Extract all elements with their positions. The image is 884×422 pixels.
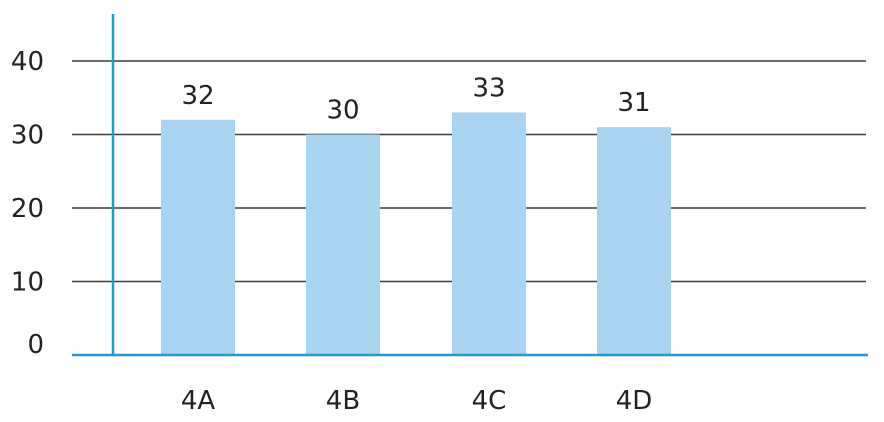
bar-layer (161, 112, 671, 356)
x-tick-label: 4D (616, 386, 653, 416)
x-tick-label: 4A (181, 386, 216, 416)
y-tick-label: 10 (11, 268, 44, 298)
x-tick-label: 4B (326, 386, 360, 416)
data-label: 30 (326, 96, 359, 126)
data-label: 31 (617, 88, 650, 118)
bar-4B (306, 134, 380, 355)
data-label: 33 (472, 73, 505, 103)
axis-layer (72, 14, 868, 357)
bar-4C (452, 112, 526, 355)
y-tick-label: 30 (11, 121, 44, 151)
y-tick-label: 0 (27, 330, 44, 360)
label-layer: 0 10 20 30 40 32 4A 30 4B 33 4C 31 4D (11, 47, 652, 416)
data-label: 32 (181, 81, 214, 111)
y-tick-label: 20 (11, 194, 44, 224)
bar-4D (597, 127, 671, 356)
y-tick-label: 40 (11, 47, 44, 77)
bar-4A (161, 119, 235, 355)
x-tick-label: 4C (472, 386, 507, 416)
